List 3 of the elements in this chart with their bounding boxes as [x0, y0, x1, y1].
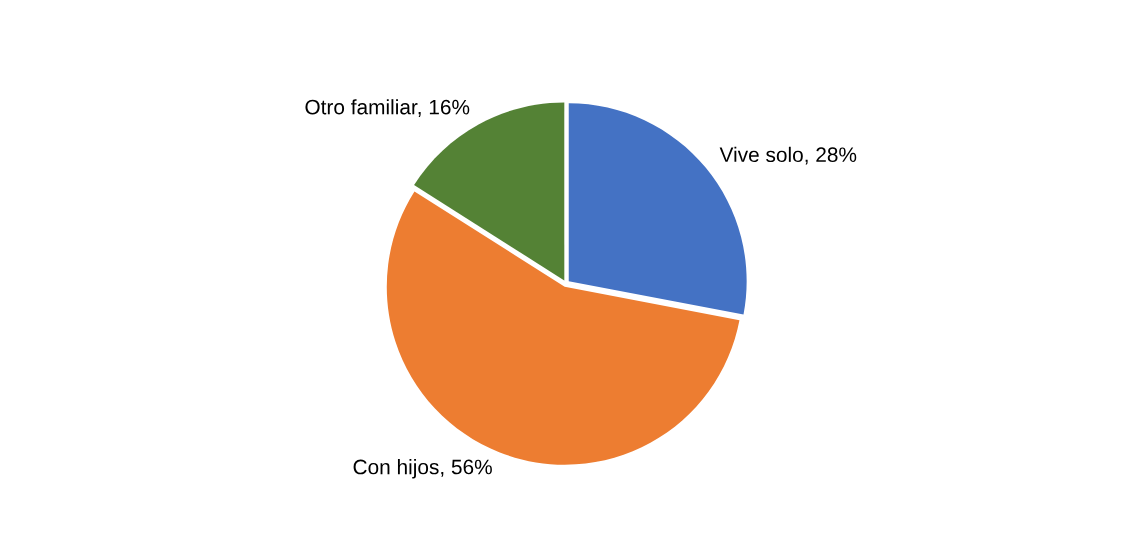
- slice-label: Otro familiar, 16%: [305, 99, 470, 117]
- slice-label: Con hijos, 56%: [353, 459, 492, 479]
- slice-label: Vive solo, 28%: [719, 146, 857, 165]
